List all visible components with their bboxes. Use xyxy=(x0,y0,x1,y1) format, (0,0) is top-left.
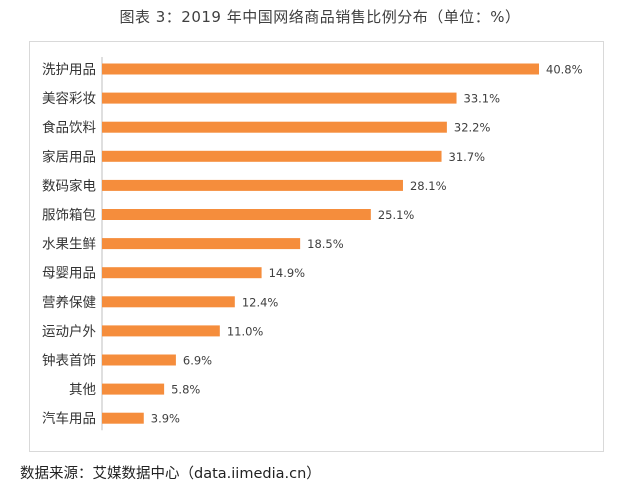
bar xyxy=(102,92,457,104)
bar xyxy=(102,296,235,308)
data-label: 31.7% xyxy=(449,150,486,164)
data-label: 25.1% xyxy=(378,208,415,222)
bar xyxy=(102,412,144,424)
bar xyxy=(102,354,176,366)
category-label: 汽车用品 xyxy=(42,410,96,427)
category-label: 水果生鲜 xyxy=(42,237,96,253)
data-label: 40.8% xyxy=(546,63,583,77)
category-label: 运动户外 xyxy=(42,323,96,340)
data-label: 14.9% xyxy=(269,266,306,280)
category-label: 食品饮料 xyxy=(42,119,96,136)
bar xyxy=(102,150,442,162)
category-label: 服饰箱包 xyxy=(42,208,96,224)
bars-layer: 洗护用品 40.8% 美容彩妆 33.1% 食品饮料 32.2% 家居用品 31.7% 数码家电… xyxy=(42,57,583,431)
data-label: 6.9% xyxy=(183,354,212,368)
chart-title: 图表 3：2019 年中国网络商品销售比例分布（单位：%） xyxy=(119,8,521,26)
category-label: 家居用品 xyxy=(42,148,96,165)
category-label: 钟表首饰 xyxy=(42,352,96,369)
bar xyxy=(102,121,447,133)
bar xyxy=(102,63,539,75)
category-label: 美容彩妆 xyxy=(42,90,96,107)
data-label: 11.0% xyxy=(227,324,264,338)
data-label: 32.2% xyxy=(454,121,491,135)
category-label: 营养保健 xyxy=(42,295,96,311)
category-label: 数码家电 xyxy=(42,177,96,194)
bar xyxy=(102,179,403,191)
chart-frame xyxy=(29,41,604,452)
data-label: 18.5% xyxy=(307,237,344,251)
bar xyxy=(102,209,371,220)
bar xyxy=(102,238,301,250)
bar xyxy=(102,267,262,279)
bar xyxy=(102,383,165,395)
bar xyxy=(102,325,220,337)
category-label: 母婴用品 xyxy=(42,266,96,282)
data-label: 3.9% xyxy=(151,412,180,426)
data-label: 33.1% xyxy=(464,92,501,106)
data-label: 5.8% xyxy=(171,383,200,397)
data-label: 12.4% xyxy=(242,295,279,309)
category-label: 其他 xyxy=(69,382,96,398)
data-source-note: 数据来源：艾媒数据中心（data.iimedia.cn） xyxy=(20,466,321,482)
data-label: 28.1% xyxy=(410,179,447,193)
category-label: 洗护用品 xyxy=(42,62,96,78)
